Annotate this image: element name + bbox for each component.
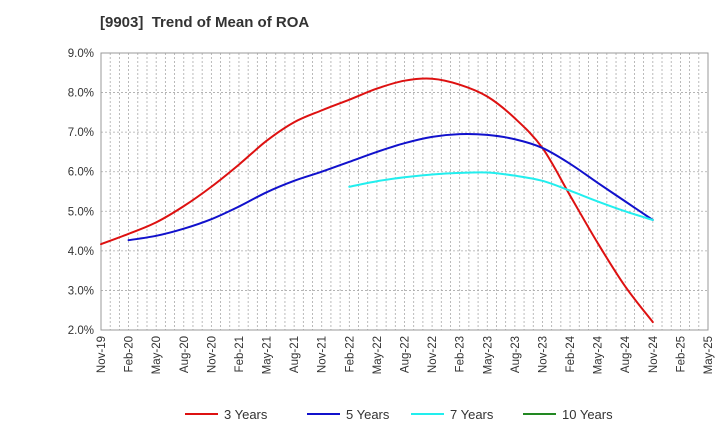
legend: 3 Years 5 Years 7 Years 10 Years [185,407,613,422]
series-line-5-years [127,132,654,242]
series-layer [100,77,654,324]
x-tick-label: Nov-20 [206,336,218,373]
y-tick-label: 7.0% [68,127,94,139]
x-tick-label: Nov-24 [648,335,660,373]
x-tick-label: May-20 [151,336,163,374]
x-tick-label: Nov-23 [537,336,549,373]
y-tick-label: 2.0% [68,325,94,337]
series-line-3-years [100,77,654,324]
x-tick-label: May-23 [482,336,494,374]
legend-label-5-years: 5 Years [346,407,390,422]
x-tick-label: Aug-24 [620,335,632,373]
y-tick-label: 5.0% [68,206,94,218]
x-tick-label: May-21 [262,336,274,374]
x-tick-label: Aug-21 [289,336,301,373]
y-tick-label: 3.0% [68,285,94,297]
grid-layer [101,53,708,330]
x-tick-label: Feb-21 [234,336,246,372]
x-tick-label: Aug-23 [510,336,522,373]
x-tick-label: May-24 [593,335,605,374]
series-line-7-years [348,171,654,221]
y-tick-label: 4.0% [68,246,94,258]
legend-label-10-years: 10 Years [562,407,613,422]
chart-title: [9903] Trend of Mean of ROA [100,14,310,31]
x-tick-label: Feb-22 [344,336,356,372]
x-axis: Nov-19 Feb-20 May-20 Aug-20 Nov-20 Feb-21 May-… [96,335,715,374]
x-tick-label: May-25 [703,336,715,374]
x-tick-label: Feb-23 [455,336,467,372]
x-tick-label: Nov-22 [427,336,439,373]
x-tick-label: Feb-24 [565,335,577,372]
x-tick-label: May-22 [372,336,384,374]
y-tick-label: 6.0% [68,167,94,179]
y-tick-label: 9.0% [68,48,94,60]
x-tick-label: Feb-20 [124,336,136,372]
y-tick-label: 8.0% [68,88,94,100]
plot-frame [100,52,709,331]
legend-label-3-years: 3 Years [224,407,268,422]
x-tick-label: Feb-25 [675,336,687,372]
x-tick-label: Nov-21 [317,336,329,373]
x-tick-label: Nov-19 [96,336,108,373]
x-tick-label: Aug-20 [179,336,191,373]
x-tick-label: Aug-22 [400,336,412,373]
y-axis: 2.0% 3.0% 4.0% 5.0% 6.0% 7.0% 8.0% 9.0% [68,48,94,337]
legend-label-7-years: 7 Years [450,407,494,422]
